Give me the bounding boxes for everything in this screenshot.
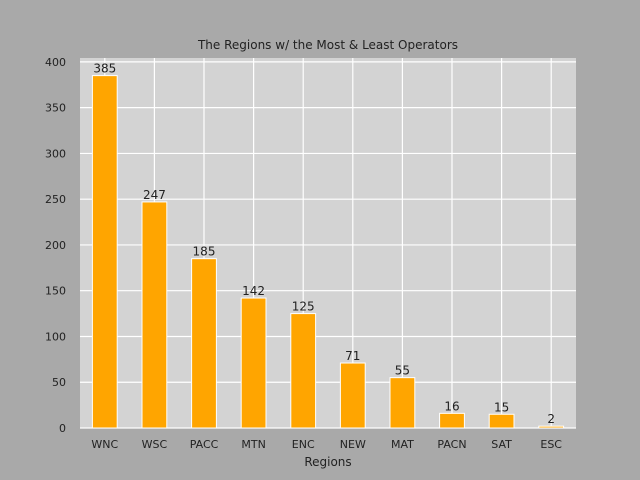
y-tick-label: 150 [45,285,66,298]
x-tick-label: WNC [91,438,118,451]
data-label-pacc: 185 [193,245,216,259]
x-tick-label: PACC [190,438,219,451]
bar-wsc [141,201,168,429]
x-tick-label: WSC [142,438,168,451]
chart-title: The Regions w/ the Most & Least Operator… [197,38,458,52]
y-tick-label: 100 [45,330,66,343]
data-label-new: 71 [345,349,360,363]
bar-new [339,362,366,429]
data-label-mtn: 142 [242,284,265,298]
data-labels: 385 247 185 142 125 71 55 16 15 2 [93,62,555,427]
data-label-mat: 55 [395,364,410,378]
x-tick-label: ESC [540,438,562,451]
data-label-pacn: 16 [444,399,459,413]
x-axis-label: Regions [304,455,351,469]
y-tick-label: 350 [45,102,66,115]
x-tick-label: MTN [241,438,265,451]
y-tick-label: 200 [45,239,66,252]
data-label-enc: 125 [292,300,315,314]
bar-sat [488,413,515,429]
bar-mat [389,377,416,429]
x-tick-label: MAT [391,438,414,451]
bar-pacc [191,258,217,429]
y-axis: 0 50 100 150 200 250 300 350 400 [45,56,66,435]
x-tick-label: SAT [491,438,512,451]
y-tick-label: 50 [52,376,66,389]
bar-pacn [439,412,465,429]
data-label-wnc: 385 [93,62,116,76]
y-tick-label: 0 [59,422,66,435]
bar-enc [290,313,317,429]
bar-esc [538,425,565,429]
y-tick-label: 300 [45,147,66,160]
data-label-esc: 2 [547,412,555,426]
bars [91,75,565,429]
y-tick-label: 400 [45,56,66,69]
x-tick-label: PACN [437,438,466,451]
x-tick-label: NEW [340,438,366,451]
y-tick-label: 250 [45,193,66,206]
x-axis: WNC WSC PACC MTN ENC NEW MAT PACN SAT ESC [91,438,562,451]
bar-wnc [91,75,118,429]
data-label-sat: 15 [494,400,509,414]
x-tick-label: ENC [292,438,315,451]
bar-mtn [240,297,267,429]
data-label-wsc: 247 [143,188,166,202]
